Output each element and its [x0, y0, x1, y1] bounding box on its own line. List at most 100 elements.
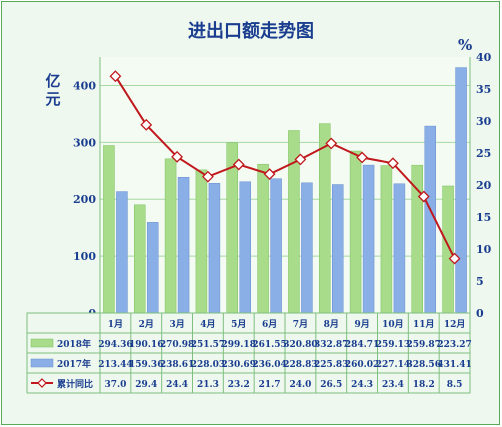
- category-label: 6月: [262, 319, 277, 330]
- line-point-marker: [356, 151, 369, 164]
- line-point-marker: [171, 150, 184, 163]
- table-value-yoy: 29.4: [135, 380, 157, 390]
- category-label: 9月: [354, 319, 369, 330]
- bar-2017: [147, 222, 159, 314]
- bar-2018: [411, 164, 423, 314]
- bar-2018: [380, 165, 393, 314]
- chart-title: 进出口额走势图: [188, 21, 314, 42]
- line-point-marker: [109, 70, 122, 83]
- legend-swatch-2018: [30, 338, 54, 348]
- right-tick-label: 40: [476, 51, 492, 64]
- bar-2017: [393, 183, 406, 314]
- category-label: 1月: [108, 319, 123, 330]
- category-label: 5月: [231, 319, 246, 330]
- line-point-marker: [232, 158, 245, 171]
- line-point-marker: [417, 190, 430, 203]
- bar-2017: [208, 183, 221, 314]
- table-value-yoy: 24.0: [289, 380, 311, 390]
- table-value-2017: 159.36: [129, 360, 163, 370]
- category-label: 8月: [324, 319, 339, 330]
- right-tick-label: 5: [476, 275, 484, 288]
- table-value-yoy: 8.5: [447, 380, 463, 390]
- bar-2018: [257, 163, 269, 314]
- left-tick-label: 400: [73, 79, 96, 92]
- table-value-2018: 270.98: [160, 340, 194, 350]
- table-value-2018: 294.36: [98, 340, 132, 350]
- right-tick-label: 20: [476, 179, 492, 192]
- bar-2017: [301, 182, 313, 314]
- right-tick-label: 15: [476, 211, 491, 224]
- table-value-2017: 236.04: [252, 360, 286, 370]
- left-tick-label: 100: [73, 250, 96, 263]
- bar-2018: [349, 150, 362, 314]
- table-value-yoy: 21.7: [259, 380, 281, 390]
- legend-marker-yoy: [37, 378, 47, 388]
- table-value-2017: 228.03: [191, 360, 225, 370]
- category-label: 12月: [444, 319, 466, 330]
- table-value-yoy: 24.3: [351, 380, 373, 390]
- bar-2017: [270, 178, 282, 314]
- bar-2018: [442, 185, 454, 314]
- table-value-2017: 431.41: [437, 360, 471, 370]
- right-tick-label: 30: [476, 115, 492, 128]
- table-value-yoy: 18.2: [413, 380, 435, 390]
- bar-2017: [455, 67, 467, 314]
- right-tick-label: 10: [476, 243, 492, 256]
- bar-2017: [332, 184, 344, 314]
- bar-2017: [116, 191, 128, 314]
- table-value-2017: 228.83: [283, 360, 317, 370]
- table-value-2017: 225.83: [314, 360, 348, 370]
- table-value-yoy: 23.2: [228, 380, 250, 390]
- legend-swatch-2017: [30, 358, 54, 368]
- table-value-2018: 190.16: [129, 340, 163, 350]
- table-value-2018: 320.80: [283, 340, 317, 350]
- right-tick-label: 25: [476, 147, 491, 160]
- category-label: 2月: [139, 319, 154, 330]
- bar-2018: [103, 145, 115, 314]
- plot-area: [100, 57, 470, 313]
- table-value-2017: 230.69: [222, 360, 256, 370]
- bar-2017: [177, 177, 190, 314]
- category-label: 3月: [169, 319, 184, 330]
- legend-label-2018: 2018年: [57, 338, 91, 350]
- table-value-2018: 259.13: [376, 340, 410, 350]
- table-value-yoy: 24.4: [166, 380, 188, 390]
- table-value-yoy: 26.5: [320, 380, 342, 390]
- table-value-2017: 213.44: [98, 360, 132, 370]
- legend-label-2017: 2017年: [57, 358, 91, 370]
- table-value-2018: 299.18: [222, 340, 256, 350]
- table-value-2017: 260.02: [345, 360, 379, 370]
- right-tick-label: 35: [476, 83, 491, 96]
- bar-2018: [319, 123, 331, 314]
- bar-2017: [239, 181, 251, 314]
- table-value-2017: 227.14: [376, 360, 410, 370]
- table-value-2018: 332.87: [314, 340, 348, 350]
- table-value-2018: 259.87: [407, 340, 441, 350]
- table-value-2018: 261.55: [252, 340, 286, 350]
- table-value-yoy: 37.0: [104, 380, 126, 390]
- line-point-marker: [140, 118, 153, 131]
- table-value-2017: 238.61: [160, 360, 194, 370]
- category-label: 11月: [413, 319, 435, 330]
- bar-2018: [195, 169, 208, 314]
- bar-2018: [134, 204, 146, 314]
- line-point-marker: [294, 153, 307, 166]
- legend-label-yoy: 累计同比: [57, 378, 93, 390]
- left-tick-label: 300: [73, 136, 96, 149]
- table-value-2018: 223.27: [437, 340, 471, 350]
- table-value-2017: 328.56: [407, 360, 441, 370]
- line-point-marker: [448, 252, 461, 265]
- category-label: 10月: [382, 319, 404, 330]
- category-label: 4月: [200, 319, 215, 330]
- line-point-marker: [386, 157, 399, 170]
- line-point-marker: [325, 137, 338, 150]
- left-axis-unit: 亿元: [45, 72, 61, 108]
- table-value-2018: 251.57: [191, 340, 225, 350]
- line-cumulative-yoy: [114, 75, 456, 260]
- right-axis-unit: %: [458, 36, 473, 54]
- bar-2018: [164, 158, 177, 314]
- line-point-marker: [201, 170, 214, 183]
- table-value-2018: 284.71: [345, 340, 379, 350]
- right-tick-label: 0: [476, 307, 484, 320]
